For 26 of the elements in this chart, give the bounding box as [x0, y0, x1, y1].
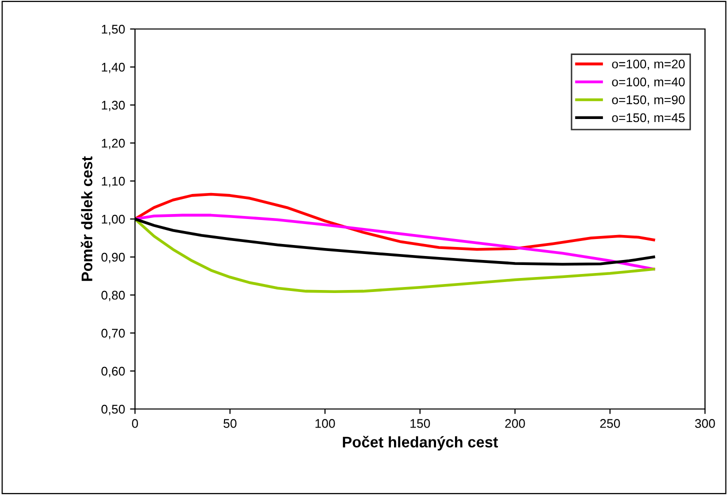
- y-axis-title: Poměr délek cest: [80, 156, 92, 281]
- x-tick-label: 50: [224, 419, 236, 428]
- y-tick-label: 1,10: [102, 176, 125, 188]
- x-axis-title: Počet hledaných cest: [342, 436, 498, 451]
- y-tick-label: 0,60: [101, 366, 125, 378]
- x-tick-label: 100: [316, 419, 335, 428]
- y-tick-label: 0,50: [101, 404, 125, 416]
- legend-label: o=100, m=40: [612, 77, 685, 88]
- y-tick-label: 1,50: [102, 24, 125, 36]
- y-tick-label: 1,40: [102, 62, 125, 74]
- y-tick-label: 0,90: [101, 252, 125, 264]
- x-tick-label: 200: [505, 419, 525, 428]
- legend-label: o=100, m=20: [612, 60, 685, 70]
- y-tick-label: 0,80: [101, 290, 125, 302]
- x-tick-label: 250: [600, 419, 620, 428]
- y-tick-label: 1,20: [102, 138, 125, 150]
- y-tick-label: 1,00: [102, 214, 125, 226]
- legend-label: o=150, m=45: [612, 113, 685, 124]
- line-series: [135, 192, 656, 251]
- y-tick-label: 0,70: [101, 328, 125, 340]
- line-series: [135, 218, 656, 293]
- y-tick-label: 1,30: [102, 100, 125, 112]
- legend-label: o=150, m=90: [612, 95, 685, 106]
- x-tick-label: 0: [132, 419, 138, 428]
- x-tick-label: 150: [410, 419, 430, 428]
- x-tick-label: 300: [695, 419, 715, 428]
